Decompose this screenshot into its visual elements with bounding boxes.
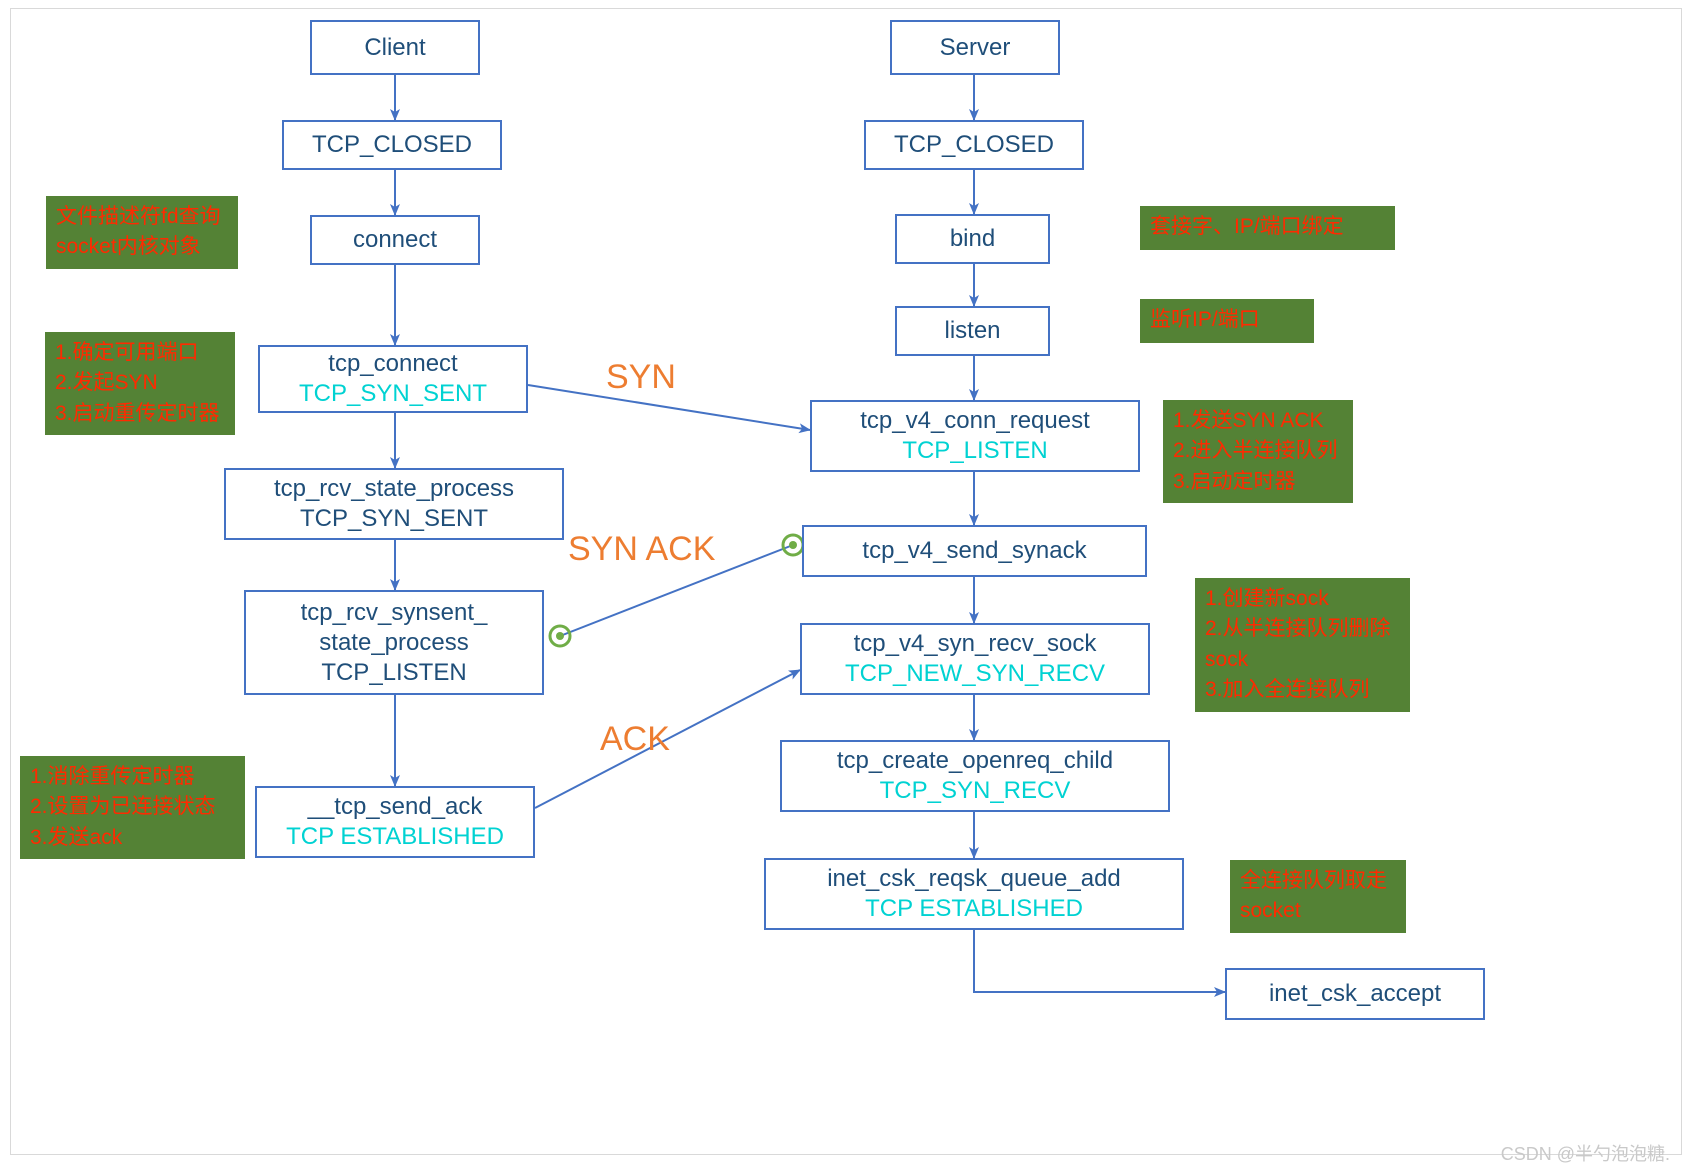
node-s_closed: TCP_CLOSED: [864, 120, 1084, 170]
node-text: TCP_LISTEN: [321, 658, 466, 688]
node-text: tcp_v4_send_synack: [862, 536, 1086, 566]
note-n6: 1.发送SYN ACK 2.进入半连接队列 3.启动定时器: [1163, 400, 1353, 503]
node-text: __tcp_send_ack: [308, 792, 483, 822]
note-n8: 全连接队列取走socket: [1230, 860, 1406, 933]
node-state-text: TCP_LISTEN: [902, 436, 1047, 466]
msg-label-ack: ACK: [600, 720, 670, 759]
node-state-text: TCP_SYN_RECV: [880, 776, 1071, 806]
node-text: tcp_v4_conn_request: [860, 406, 1090, 436]
node-text: tcp_rcv_state_process: [274, 474, 514, 504]
node-server: Server: [890, 20, 1060, 75]
node-s_accept: inet_csk_accept: [1225, 968, 1485, 1020]
node-c_closed: TCP_CLOSED: [282, 120, 502, 170]
node-text: Server: [940, 33, 1011, 63]
note-n1: 文件描述符fd查询 socket内核对象: [46, 196, 238, 269]
node-text: listen: [944, 316, 1000, 346]
node-text: inet_csk_accept: [1269, 979, 1441, 1009]
node-c_rcv_state: tcp_rcv_state_processTCP_SYN_SENT: [224, 468, 564, 540]
node-text: tcp_connect: [328, 349, 457, 379]
node-text: Client: [364, 33, 425, 63]
node-text: tcp_rcv_synsent_: [301, 598, 488, 628]
watermark: CSDN @半勺泡泡糖.: [1501, 1140, 1670, 1166]
msg-label-synack: SYN ACK: [568, 530, 715, 569]
node-s_queue_add: inet_csk_reqsk_queue_addTCP ESTABLISHED: [764, 858, 1184, 930]
node-state-text: TCP_SYN_SENT: [299, 379, 487, 409]
node-text: tcp_create_openreq_child: [837, 746, 1113, 776]
node-text: connect: [353, 225, 437, 255]
node-text: tcp_v4_syn_recv_sock: [854, 629, 1097, 659]
msg-label-syn: SYN: [606, 358, 676, 397]
node-c_tcp_connect: tcp_connectTCP_SYN_SENT: [258, 345, 528, 413]
node-state-text: TCP_NEW_SYN_RECV: [845, 659, 1105, 689]
node-s_listen: listen: [895, 306, 1050, 356]
node-text: TCP_SYN_SENT: [300, 504, 488, 534]
node-client: Client: [310, 20, 480, 75]
node-s_bind: bind: [895, 214, 1050, 264]
node-text: bind: [950, 224, 995, 254]
node-text: inet_csk_reqsk_queue_add: [827, 864, 1121, 894]
note-n5: 监听IP/端口: [1140, 299, 1314, 343]
node-c_send_ack: __tcp_send_ackTCP ESTABLISHED: [255, 786, 535, 858]
note-n2: 1.确定可用端口 2.发起SYN 3.启动重传定时器: [45, 332, 235, 435]
note-n4: 套接字、IP/端口绑定: [1140, 206, 1395, 250]
node-text: TCP_CLOSED: [894, 130, 1054, 160]
note-n7: 1.创建新sock 2.从半连接队列删除sock 3.加入全连接队列: [1195, 578, 1410, 712]
node-text: state_process: [319, 628, 468, 658]
node-state-text: TCP ESTABLISHED: [286, 822, 504, 852]
node-s_conn_req: tcp_v4_conn_requestTCP_LISTEN: [810, 400, 1140, 472]
node-s_openreq_child: tcp_create_openreq_childTCP_SYN_RECV: [780, 740, 1170, 812]
node-s_syn_recv_sock: tcp_v4_syn_recv_sockTCP_NEW_SYN_RECV: [800, 623, 1150, 695]
node-text: TCP_CLOSED: [312, 130, 472, 160]
node-c_rcv_synsent: tcp_rcv_synsent_state_processTCP_LISTEN: [244, 590, 544, 695]
node-s_send_synack: tcp_v4_send_synack: [802, 525, 1147, 577]
note-n3: 1.消除重传定时器 2.设置为已连接状态 3.发送ack: [20, 756, 245, 859]
node-c_connect: connect: [310, 215, 480, 265]
node-state-text: TCP ESTABLISHED: [865, 894, 1083, 924]
